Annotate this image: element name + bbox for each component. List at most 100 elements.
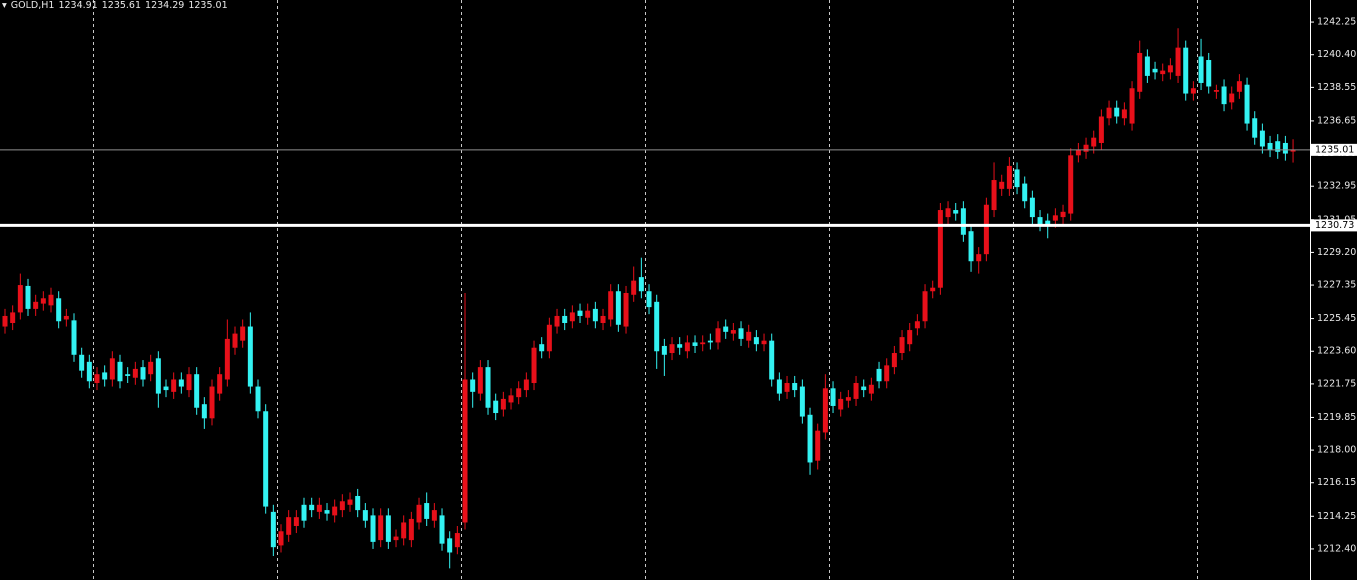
candle-body xyxy=(186,374,192,391)
candle-body xyxy=(1006,165,1012,189)
candle-body xyxy=(79,354,85,371)
y-tick-label: 1212.40 xyxy=(1317,543,1356,554)
candle-body xyxy=(247,326,253,387)
candle-body xyxy=(385,515,391,542)
candle-body xyxy=(677,344,683,348)
candle-body xyxy=(600,315,606,324)
candle-body xyxy=(431,510,437,521)
candle-body xyxy=(408,518,414,541)
candle-body xyxy=(746,331,752,341)
candle-body xyxy=(1282,142,1288,154)
candle-body xyxy=(1167,65,1173,73)
candle-body xyxy=(953,210,959,214)
candle-body xyxy=(201,404,207,419)
candle-body xyxy=(362,510,368,521)
candle-body xyxy=(163,386,169,391)
candle-body xyxy=(999,181,1005,189)
candle-body xyxy=(470,379,476,392)
candle-body xyxy=(907,330,913,345)
y-tick-label: 1229.20 xyxy=(1317,247,1356,258)
candle-body xyxy=(1060,211,1066,218)
candle-body xyxy=(1091,137,1097,147)
last-open: 1234.91 xyxy=(58,0,98,11)
candle-body xyxy=(776,379,782,394)
candle-body xyxy=(838,398,844,410)
candle-body xyxy=(707,340,713,343)
candle-body xyxy=(10,312,16,324)
candle-body xyxy=(623,293,629,327)
candle-body xyxy=(1129,88,1135,124)
candle-body xyxy=(1083,144,1089,152)
candle-body xyxy=(945,208,951,218)
candle-body xyxy=(86,361,92,382)
candle-body xyxy=(1275,141,1281,152)
y-tick-label: 1232.95 xyxy=(1317,181,1356,192)
candle-body xyxy=(447,538,453,553)
candle-body xyxy=(194,374,200,408)
candle-body xyxy=(1098,116,1104,143)
candle-body xyxy=(1152,68,1158,73)
candle-body xyxy=(608,291,614,320)
y-tick-label: 1225.45 xyxy=(1317,313,1356,324)
candle-body xyxy=(1121,109,1127,119)
candle-body xyxy=(1229,93,1235,103)
candle-body xyxy=(884,365,890,382)
candle-body xyxy=(577,310,583,316)
candle-body xyxy=(799,386,805,417)
candle-body xyxy=(615,291,621,325)
candle-body xyxy=(102,372,108,380)
candle-body xyxy=(477,367,483,394)
candle-body xyxy=(638,277,644,292)
candle-body xyxy=(424,503,430,519)
candle-body xyxy=(738,328,744,339)
candle-body xyxy=(930,287,936,292)
candle-body xyxy=(592,308,598,322)
candle-body xyxy=(1144,56,1150,76)
candle-body xyxy=(1029,197,1035,218)
candle-body xyxy=(1014,169,1020,188)
candle-body xyxy=(278,531,284,546)
candle-body xyxy=(968,231,974,262)
candle-body xyxy=(1221,86,1227,105)
candle-body xyxy=(784,383,790,392)
candle-body xyxy=(1213,90,1219,92)
candle-body xyxy=(1244,84,1250,124)
candle-body xyxy=(853,383,859,399)
candle-body xyxy=(692,342,698,346)
candle-body xyxy=(845,397,851,401)
candle-body xyxy=(94,374,100,384)
candle-body xyxy=(48,294,54,306)
y-tick-label: 1219.85 xyxy=(1317,412,1356,423)
candle-body xyxy=(2,315,8,327)
candle-body xyxy=(769,340,775,380)
header-arrow: ▾ xyxy=(2,0,7,11)
candle-body xyxy=(822,388,828,433)
candle-body xyxy=(792,383,798,391)
candle-body xyxy=(370,515,376,542)
candle-body xyxy=(562,315,568,324)
last-low: 1234.29 xyxy=(145,0,185,11)
candle-body xyxy=(1198,56,1204,83)
candle-body xyxy=(1068,155,1074,214)
candle-body xyxy=(554,315,560,327)
level-label-box xyxy=(1311,219,1357,232)
candle-body xyxy=(1252,118,1258,138)
candle-body xyxy=(347,499,353,505)
y-tick-label: 1236.65 xyxy=(1317,115,1356,126)
candle-body xyxy=(462,379,468,523)
candle-body xyxy=(669,344,675,354)
candle-body xyxy=(109,358,115,380)
candle-body xyxy=(339,501,345,511)
candle-body xyxy=(132,368,138,378)
candle-body xyxy=(960,208,966,235)
candle-body xyxy=(1290,149,1296,152)
y-tick-label: 1227.35 xyxy=(1317,280,1356,291)
candle-body xyxy=(125,374,131,376)
candle-body xyxy=(715,328,721,343)
candle-body xyxy=(876,368,882,382)
candle-body xyxy=(937,210,943,288)
bid-label-box xyxy=(1311,143,1357,156)
candle-body xyxy=(255,386,261,412)
candle-body xyxy=(991,180,997,211)
candle-body xyxy=(646,291,652,308)
